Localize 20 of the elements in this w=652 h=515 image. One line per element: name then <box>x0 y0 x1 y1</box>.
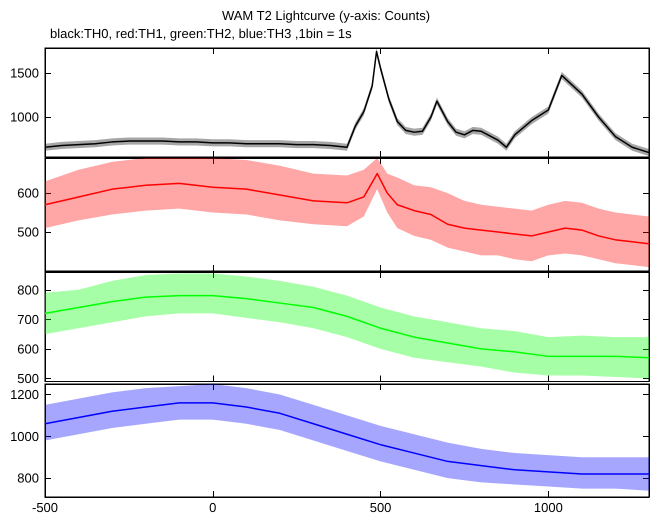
line-series <box>44 402 650 475</box>
y-tick-label: 600 <box>17 186 39 201</box>
y-tick-label: 500 <box>17 371 39 386</box>
y-tick-label: 1500 <box>10 65 39 80</box>
chart-subtitle: black:TH0, red:TH1, green:TH2, blue:TH3 ,1bin = 1s <box>50 26 352 41</box>
x-tick-label: -500 <box>32 500 58 515</box>
y-tick-label: 1000 <box>10 428 39 444</box>
x-tick-label: 0 <box>209 500 216 515</box>
chart-title: WAM T2 Lightcurve (y-axis: Counts) <box>222 8 430 23</box>
y-tick-label: 1200 <box>10 386 39 402</box>
y-tick-label: 500 <box>17 224 39 240</box>
y-tick-label: 1000 <box>10 110 39 125</box>
x-tick-label: 1000 <box>534 500 563 515</box>
y-tick-label: 700 <box>17 312 39 327</box>
x-tick-label: 500 <box>370 500 392 515</box>
y-tick-label: 600 <box>17 341 39 356</box>
y-tick-label: 800 <box>17 470 39 486</box>
line-series <box>44 172 650 244</box>
y-tick-label: 800 <box>17 282 39 298</box>
line-series <box>44 294 650 359</box>
